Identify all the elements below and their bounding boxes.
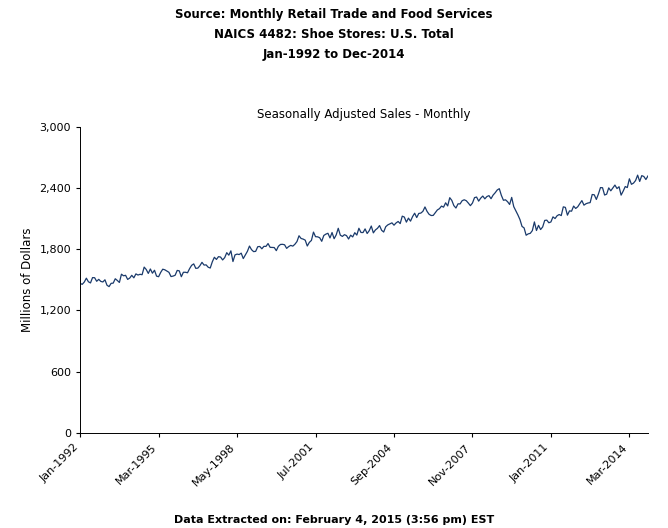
Text: NAICS 4482: Shoe Stores: U.S. Total: NAICS 4482: Shoe Stores: U.S. Total [214,28,454,41]
Text: Source: Monthly Retail Trade and Food Services: Source: Monthly Retail Trade and Food Se… [175,8,493,21]
Y-axis label: Millions of Dollars: Millions of Dollars [21,228,34,332]
Title: Seasonally Adjusted Sales - Monthly: Seasonally Adjusted Sales - Monthly [257,108,471,121]
Text: Data Extracted on: February 4, 2015 (3:56 pm) EST: Data Extracted on: February 4, 2015 (3:5… [174,515,494,525]
Text: Jan-1992 to Dec-2014: Jan-1992 to Dec-2014 [263,48,405,61]
